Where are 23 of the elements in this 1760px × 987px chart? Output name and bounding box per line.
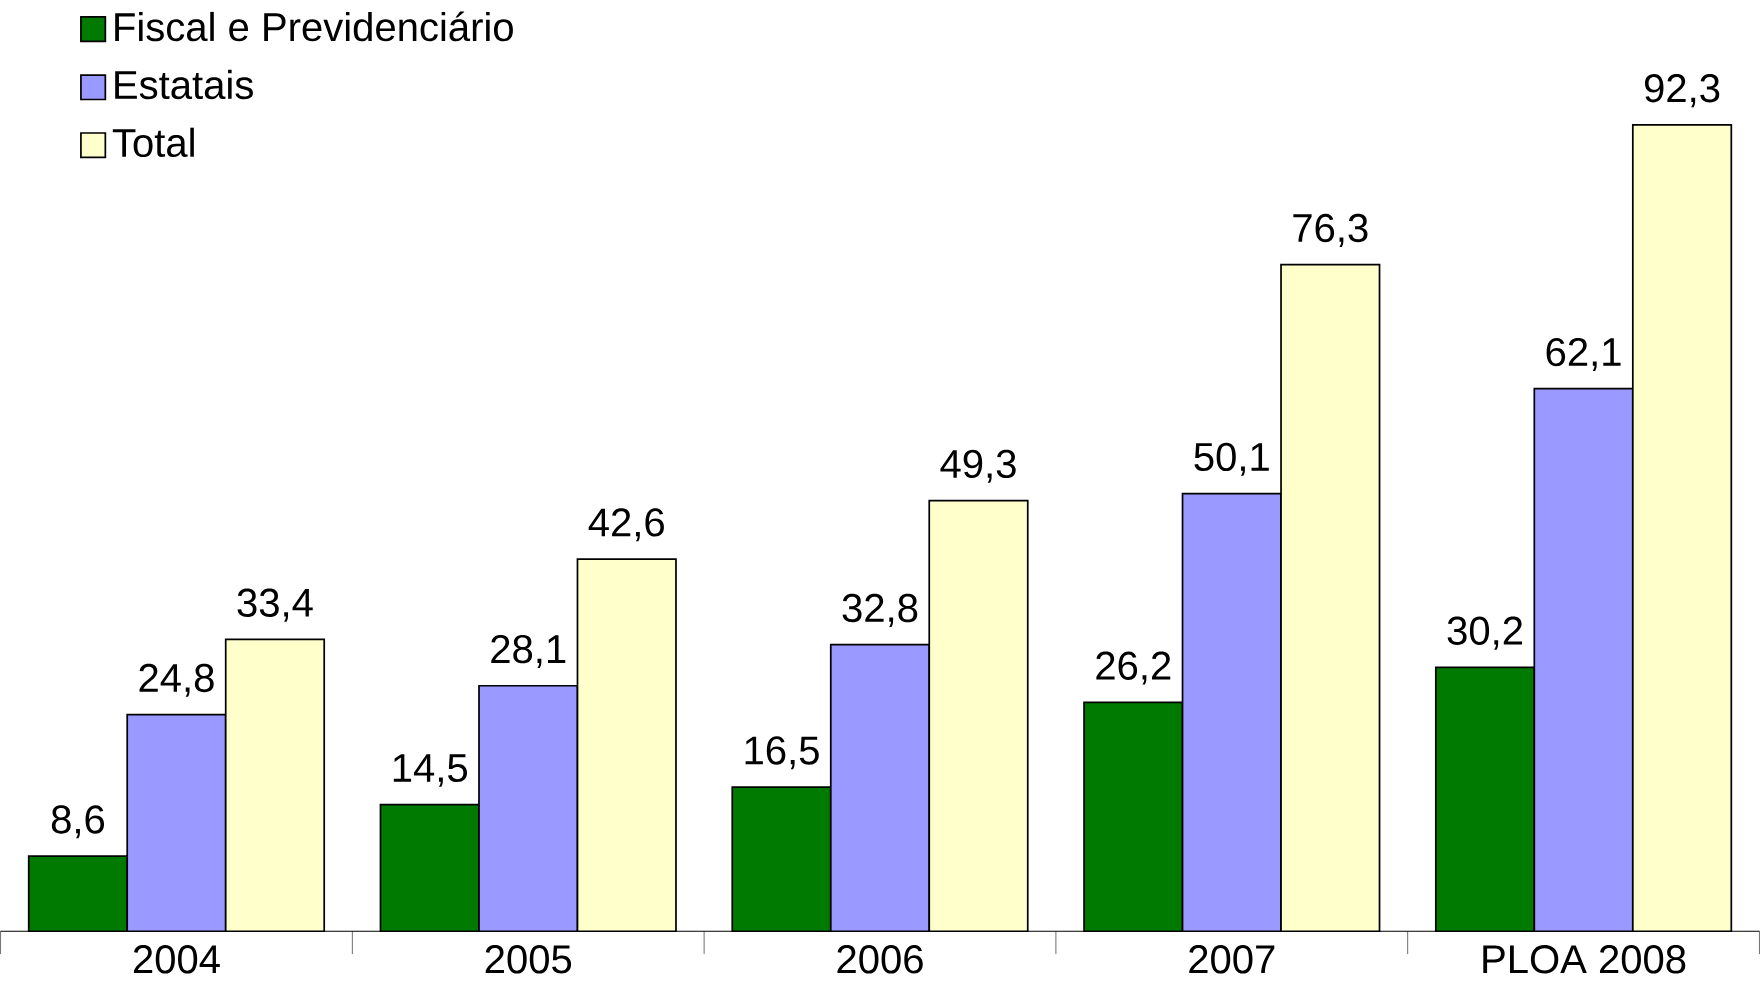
x-tick-label: 2007 [1189,945,1275,974]
data-label: 32,8 [842,593,918,628]
x-tick-label: PLOA 2008 [1483,945,1686,974]
data-label: 30,2 [1447,616,1523,650]
data-label: 16,5 [745,736,819,770]
x-tick-label: 2004 [133,945,220,974]
legend-label: Fiscal e Previdenciário [115,11,513,42]
legend-label: Total [112,127,194,158]
data-label: 33,4 [237,588,313,622]
data-label: 76,3 [1293,213,1368,247]
data-label: 24,8 [139,663,214,697]
data-label: 92,3 [1644,74,1720,108]
data-label: 50,1 [1194,442,1269,476]
data-label: 42,6 [588,508,664,542]
legend-label: Estatais [115,69,253,100]
x-tick-label: 2005 [485,945,572,974]
x-tick-label: 2006 [837,945,923,974]
data-label: 28,1 [491,634,566,669]
data-label: 49,3 [940,449,1016,483]
data-label: 8,6 [51,805,105,839]
data-label: 26,2 [1096,651,1171,685]
data-label: 14,5 [393,754,468,787]
data-label: 62,1 [1546,337,1621,372]
